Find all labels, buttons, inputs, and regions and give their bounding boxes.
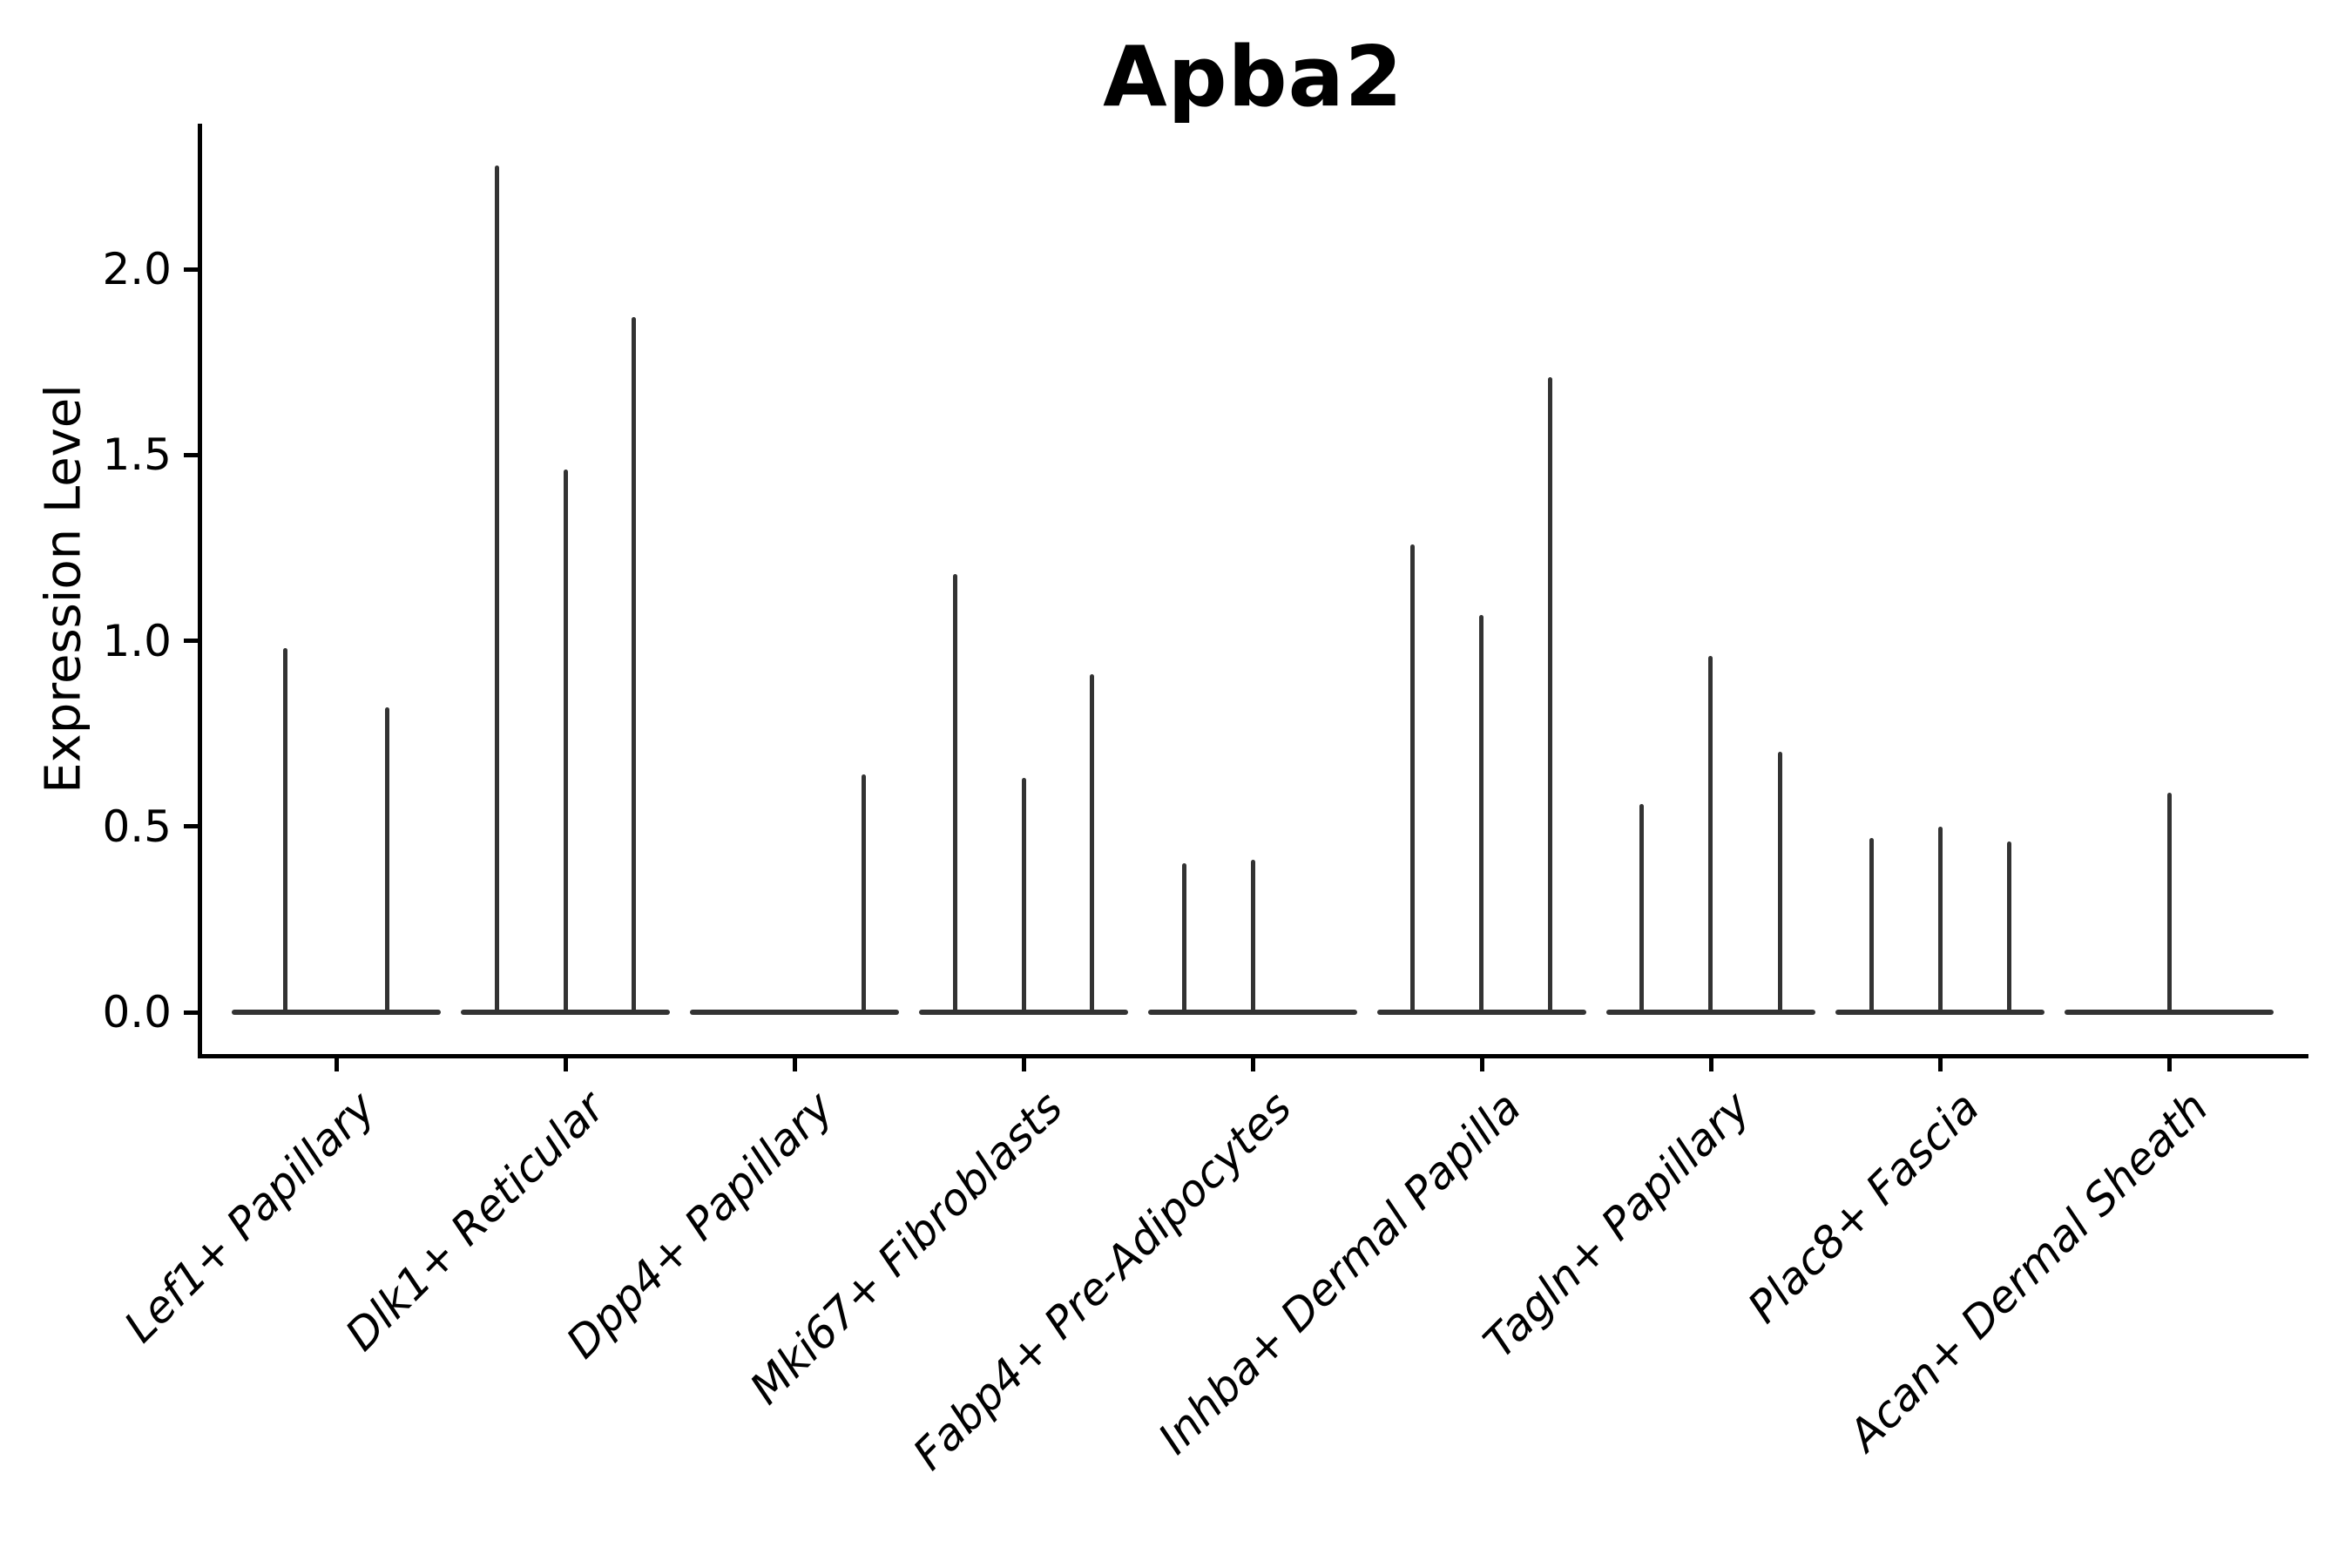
violin-spike [2006, 841, 2011, 1015]
violin-spike [494, 165, 499, 1015]
y-tick [184, 1010, 198, 1015]
x-tick [792, 1058, 797, 1071]
x-tick [2166, 1058, 2172, 1071]
x-tick [334, 1058, 339, 1071]
y-axis-spine [198, 124, 202, 1058]
violin-baseline [690, 1010, 899, 1015]
x-tick-label: Inhba+ Dermal Papilla [1148, 1082, 1531, 1464]
violin-spike [1707, 655, 1713, 1015]
x-tick [563, 1058, 568, 1071]
x-axis-spine [198, 1054, 2308, 1058]
violin-spike [1777, 752, 1782, 1015]
violin-spike [861, 774, 866, 1015]
y-tick [184, 824, 198, 829]
plot-area: 0.0 0.5 1.0 1.5 2.0 [102, 124, 2308, 1071]
x-tick-label: Plac8+ Fascia [1738, 1082, 1990, 1333]
y-tick-label: 0.5 [102, 801, 172, 852]
violin-spike [1250, 860, 1255, 1015]
y-tick-label: 2.0 [102, 244, 172, 294]
violin-spike [1869, 837, 1874, 1015]
violin-spike [1937, 826, 1943, 1015]
violin-spike [1547, 376, 1552, 1015]
violin-spike [631, 317, 636, 1015]
violin-baseline [232, 1010, 441, 1015]
violin-spike [1639, 804, 1644, 1015]
y-tick-label: 1.5 [102, 429, 172, 481]
x-tick-label: Fabp4+ Pre-Adipocytes [903, 1082, 1302, 1480]
y-tick [184, 452, 198, 457]
violin-spike [1089, 673, 1094, 1015]
x-tick [1479, 1058, 1484, 1071]
y-tick-label: 0.0 [102, 987, 172, 1037]
violin-spike [1021, 778, 1026, 1015]
x-tick [1937, 1058, 1943, 1071]
y-tick [184, 639, 198, 643]
x-tick [1708, 1058, 1713, 1071]
chart-title: Apba2 [1103, 30, 1403, 125]
x-tick [1021, 1058, 1026, 1071]
y-tick [184, 267, 198, 272]
violin-spike [952, 573, 957, 1015]
x-tick-label: Lef1+ Papillary [114, 1082, 386, 1353]
violin-spike [282, 648, 287, 1015]
violin-spike [384, 707, 389, 1015]
violin-spike [1409, 544, 1415, 1015]
x-tick [1250, 1058, 1255, 1071]
violin-spike [1478, 614, 1484, 1015]
violin-spike [563, 470, 568, 1015]
violin-spike [2166, 793, 2172, 1015]
y-tick-label: 1.0 [102, 615, 172, 666]
violin-spike [1181, 863, 1186, 1015]
